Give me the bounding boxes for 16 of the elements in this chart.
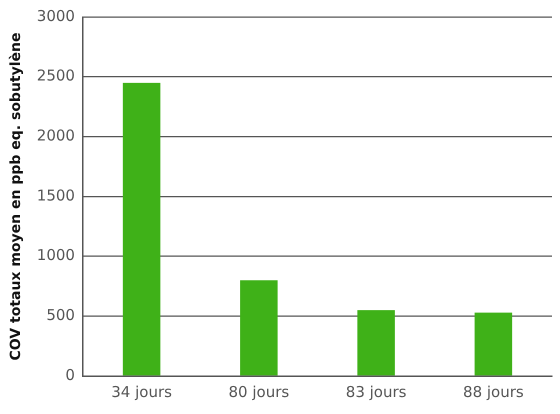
- y-tick-label: 2000: [36, 126, 75, 145]
- x-tick-label: 88 jours: [463, 382, 524, 401]
- bar: [474, 312, 512, 376]
- y-tick-label: 1000: [36, 246, 75, 264]
- x-tick-label: 34 jours: [111, 382, 172, 401]
- x-tick-label: 83 jours: [346, 382, 407, 401]
- y-tick-label: 0: [65, 366, 75, 384]
- y-tick-label: 1500: [36, 186, 75, 204]
- y-tick-label: 500: [46, 306, 75, 324]
- bar: [240, 280, 278, 376]
- y-tick-label: 2500: [36, 66, 75, 85]
- x-tick-label: 80 jours: [228, 382, 290, 401]
- y-tick-label: 3000: [36, 6, 75, 25]
- y-axis-title: COV totaux moyen en ppb eq. sobutylène: [8, 32, 24, 360]
- bar: [122, 82, 160, 376]
- bar: [357, 310, 395, 376]
